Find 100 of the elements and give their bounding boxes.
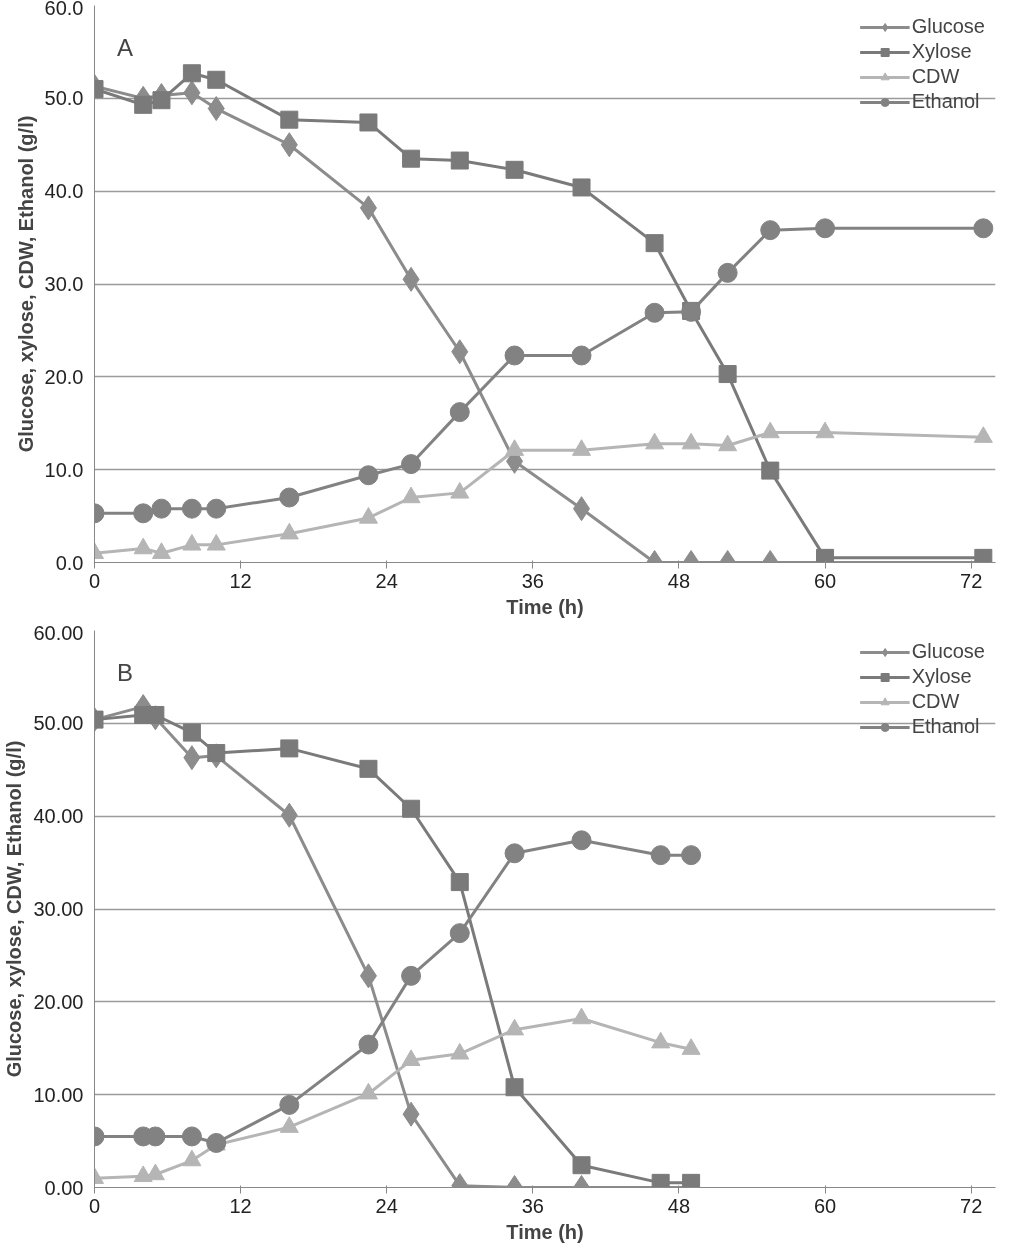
legend-label: Ethanol bbox=[911, 90, 980, 113]
point bbox=[401, 454, 422, 475]
point bbox=[450, 481, 470, 499]
point bbox=[359, 113, 378, 132]
point bbox=[571, 345, 592, 366]
point bbox=[280, 739, 299, 758]
point bbox=[505, 160, 524, 179]
x-tick-label: 24 bbox=[375, 569, 398, 592]
point bbox=[815, 421, 835, 439]
point bbox=[152, 91, 171, 110]
point bbox=[681, 1038, 701, 1055]
point bbox=[504, 345, 525, 366]
legend-label: CDW bbox=[911, 65, 960, 88]
point bbox=[717, 262, 738, 283]
x-tick-label: 48 bbox=[667, 1194, 691, 1217]
y-tick-label: 60.0 bbox=[44, 0, 84, 19]
point bbox=[151, 498, 172, 519]
point bbox=[134, 95, 153, 114]
point bbox=[279, 522, 299, 540]
x-tick-label: 24 bbox=[375, 1194, 398, 1217]
point bbox=[572, 178, 591, 197]
point bbox=[718, 365, 737, 384]
point bbox=[359, 759, 378, 778]
annotation: B bbox=[117, 659, 134, 687]
point bbox=[402, 149, 421, 168]
point bbox=[151, 542, 171, 559]
point bbox=[572, 1156, 591, 1175]
point bbox=[401, 486, 421, 504]
x-axis-title: Time (h) bbox=[506, 595, 584, 618]
point bbox=[206, 533, 226, 551]
point bbox=[182, 64, 201, 83]
y-tick-label: 50.00 bbox=[33, 712, 84, 735]
y-tick-label: 30.0 bbox=[44, 273, 84, 295]
y-tick-label: 50.0 bbox=[44, 87, 84, 110]
y-tick-label: 10.00 bbox=[33, 1083, 84, 1106]
y-tick-label: 20.00 bbox=[33, 990, 84, 1013]
x-tick-label: 12 bbox=[229, 1194, 252, 1217]
point bbox=[181, 498, 202, 519]
legend-label: CDW bbox=[911, 690, 960, 713]
point bbox=[358, 1034, 379, 1055]
point bbox=[279, 1094, 300, 1115]
y-tick-label: 10.0 bbox=[44, 458, 84, 481]
legend-label: Xylose bbox=[911, 665, 972, 688]
point bbox=[650, 845, 671, 866]
y-tick-label: 20.0 bbox=[44, 365, 84, 388]
x-axis-title: Time (h) bbox=[506, 1220, 584, 1243]
point bbox=[358, 507, 378, 524]
point bbox=[645, 432, 665, 450]
point bbox=[449, 402, 470, 423]
x-tick-label: 60 bbox=[813, 1194, 837, 1217]
x-tick-label: 0 bbox=[88, 1194, 101, 1217]
x-tick-label: 36 bbox=[521, 1194, 544, 1217]
point bbox=[450, 1042, 470, 1060]
legend-label: Xylose bbox=[911, 40, 972, 63]
point bbox=[182, 1149, 202, 1167]
point bbox=[181, 1126, 202, 1147]
y-tick-label: 40.00 bbox=[33, 805, 84, 828]
legend-label: Glucose bbox=[911, 640, 985, 663]
y-tick-label: 60.00 bbox=[33, 621, 84, 644]
x-tick-label: 72 bbox=[960, 569, 983, 592]
point bbox=[505, 1018, 525, 1036]
point bbox=[182, 533, 202, 551]
point bbox=[761, 461, 780, 480]
point bbox=[206, 498, 227, 519]
point bbox=[973, 426, 993, 443]
point bbox=[504, 843, 525, 864]
point bbox=[681, 845, 702, 866]
point bbox=[644, 302, 665, 323]
y-tick-label: 30.00 bbox=[33, 898, 84, 920]
point bbox=[760, 220, 781, 241]
y-axis-title: Glucose, xylose, CDW, Ethanol (g/l) bbox=[14, 115, 37, 453]
point bbox=[207, 744, 226, 763]
point bbox=[572, 439, 592, 456]
x-tick-label: 12 bbox=[229, 569, 252, 592]
y-axis-title: Glucose, xylose, CDW, Ethanol (g/l) bbox=[3, 740, 26, 1078]
point bbox=[449, 923, 470, 944]
x-tick-label: 72 bbox=[960, 1194, 983, 1217]
y-tick-label: 40.0 bbox=[44, 180, 84, 203]
annotation: A bbox=[117, 34, 134, 62]
point bbox=[401, 965, 422, 986]
x-tick-label: 60 bbox=[813, 569, 837, 592]
point bbox=[358, 1082, 378, 1100]
point bbox=[279, 487, 300, 508]
point bbox=[645, 234, 664, 253]
y-tick-label: 0.00 bbox=[44, 1176, 84, 1199]
point bbox=[571, 830, 592, 851]
point bbox=[973, 218, 994, 239]
point bbox=[718, 434, 738, 452]
point bbox=[133, 1165, 153, 1183]
point bbox=[279, 1116, 299, 1133]
x-tick-label: 48 bbox=[667, 569, 691, 592]
point bbox=[450, 151, 469, 170]
legend-label: Glucose bbox=[911, 15, 985, 38]
point bbox=[815, 218, 836, 239]
legend-label: Ethanol bbox=[911, 715, 980, 738]
point bbox=[651, 1031, 671, 1049]
point bbox=[280, 110, 299, 129]
point bbox=[572, 1007, 592, 1025]
point bbox=[505, 1078, 524, 1097]
point bbox=[402, 799, 421, 818]
